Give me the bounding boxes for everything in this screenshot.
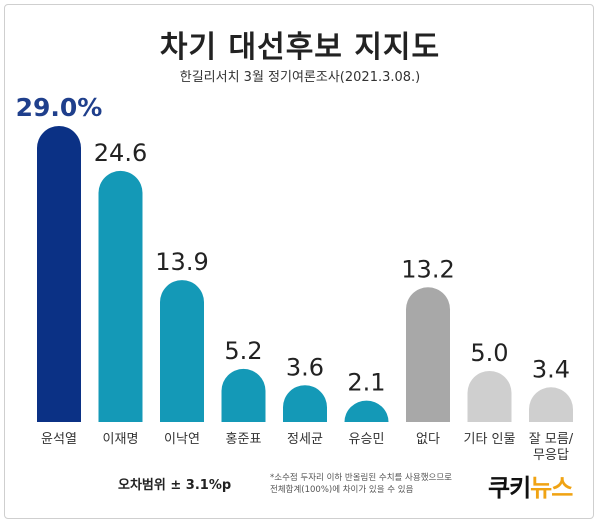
value-label-1: 29.0% — [16, 93, 103, 122]
margin-of-error: 오차범위 ± 3.1%p — [118, 478, 232, 493]
chart-title: 차기 대선후보 지지도 — [159, 30, 441, 65]
category-label-9: 잘 모름/무응답 — [529, 432, 574, 463]
value-label-7: 13.2 — [401, 255, 454, 283]
bar-7 — [406, 287, 450, 422]
bar-6 — [344, 400, 389, 422]
bar-4 — [221, 368, 266, 422]
category-label-4: 홍준표 — [226, 432, 262, 447]
category-label-6: 유승민 — [349, 432, 385, 447]
footnote: *소수점 두자리 이하 반올림된 수치를 사용했으므로 전체합계(100%)에 … — [270, 472, 495, 496]
category-label-8: 기타 인물 — [464, 432, 516, 447]
logo-part-2: 뉴스 — [530, 474, 573, 502]
category-label-5: 정세균 — [287, 432, 323, 447]
chart-subtitle: 한길리서치 3월 정기여론조사(2021.3.08.) — [179, 70, 421, 85]
category-label-7: 없다 — [416, 432, 440, 447]
footnote-line-1: *소수점 두자리 이하 반올림된 수치를 사용했으므로 — [270, 473, 452, 483]
footnote-line-2: 전체합계(100%)에 차이가 있을 수 있음 — [270, 485, 414, 495]
bar-3 — [160, 280, 204, 422]
value-label-9: 3.4 — [532, 355, 570, 383]
bar-2 — [98, 170, 143, 422]
value-label-2: 24.6 — [94, 139, 147, 167]
category-label-1: 윤석열 — [41, 432, 77, 447]
value-label-5: 3.6 — [286, 353, 324, 381]
bar-9 — [529, 387, 573, 422]
value-label-6: 2.1 — [347, 369, 385, 397]
bar-5 — [283, 385, 327, 422]
bar-8 — [467, 370, 512, 422]
bar-1 — [37, 126, 81, 422]
category-label-3: 이낙연 — [164, 432, 200, 447]
logo-part-1: 쿠키 — [488, 474, 531, 502]
value-label-3: 13.9 — [155, 248, 208, 276]
value-label-8: 5.0 — [470, 339, 508, 367]
category-label-2: 이재명 — [103, 432, 139, 447]
kukinews-logo: 쿠키뉴스 — [488, 468, 573, 503]
value-label-4: 5.2 — [224, 337, 262, 365]
